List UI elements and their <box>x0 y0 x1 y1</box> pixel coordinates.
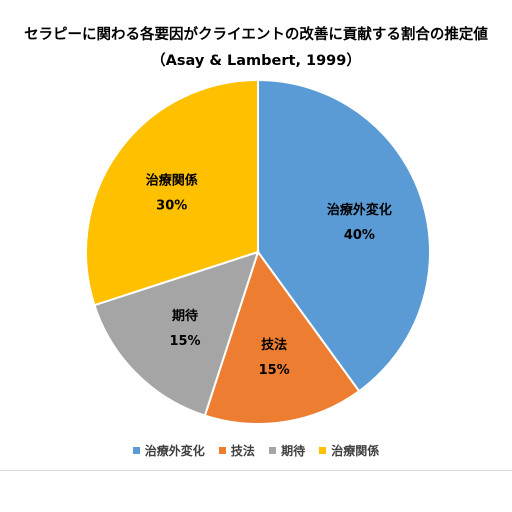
legend-label-3: 治療関係 <box>331 444 380 458</box>
slice-category-label-0: 治療外変化 <box>327 202 392 218</box>
legend-label-0: 治療外変化 <box>144 444 205 458</box>
pie-slice-0 <box>257 78 431 393</box>
legend-label-1: 技法 <box>230 444 255 458</box>
legend-swatch-2 <box>269 447 277 454</box>
slice-category-label-3: 治療関係 <box>146 172 198 188</box>
pie-chart: 治療外変化 40% 技法 15% 期待 15% 治療関係 30% <box>85 78 431 425</box>
legend-item-3: 治療関係 <box>319 442 379 459</box>
chart-title: セラピーに関わる各要因がクライエントの改善に貢献する割合の推定値 <box>24 27 488 43</box>
pie-slice-1 <box>203 249 361 425</box>
legend-swatch-1 <box>218 447 226 454</box>
slice-value-label-1: 15% <box>259 363 290 378</box>
slice-category-label-1: 技法 <box>261 337 287 353</box>
legend-item-0: 治療外変化 <box>132 442 205 459</box>
slice-value-label-2: 15% <box>169 334 200 349</box>
legend-item-1: 技法 <box>218 442 255 459</box>
legend-swatch-0 <box>132 447 140 454</box>
pie-slice-3 <box>85 78 259 307</box>
legend-label-2: 期待 <box>281 444 306 458</box>
slice-value-label-3: 30% <box>156 198 187 213</box>
slice-category-label-2: 期待 <box>172 308 198 324</box>
legend-item-2: 期待 <box>269 442 305 459</box>
legend: 治療外変化 技法 期待 治療関係 <box>0 442 512 459</box>
chart-subtitle: （Asay & Lambert, 1999） <box>151 53 361 69</box>
legend-swatch-3 <box>319 447 327 454</box>
chart-area: セラピーに関わる各要因がクライエントの改善に貢献する割合の推定値 （Asay &… <box>0 27 512 471</box>
slice-value-label-0: 40% <box>344 228 375 243</box>
